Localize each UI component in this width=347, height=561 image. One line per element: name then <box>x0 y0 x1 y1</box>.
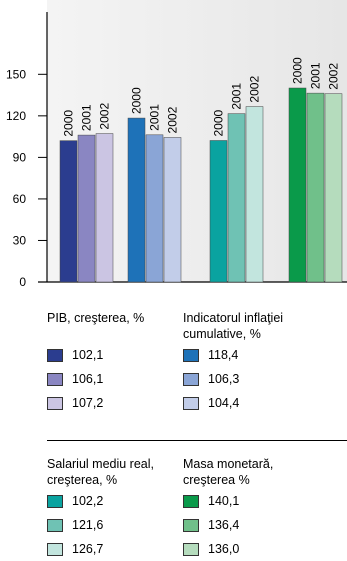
legend-swatch <box>183 519 199 532</box>
legend-item: 102,1 <box>47 346 182 368</box>
year-label: 2002 <box>166 106 180 133</box>
legend-item: 106,3 <box>183 370 318 392</box>
legend-value: 107,2 <box>72 396 104 410</box>
bar <box>59 140 78 283</box>
year-label: 2001 <box>148 104 162 131</box>
bar <box>145 134 164 283</box>
bar <box>209 140 228 283</box>
year-label: 2001 <box>80 104 94 131</box>
y-tick-label: 150 <box>6 67 26 81</box>
legend-value: 106,3 <box>208 372 240 386</box>
bar <box>127 117 146 283</box>
year-label: 2000 <box>62 110 76 137</box>
legend-group: Salariul mediu real, creşterea, % 102,2 12… <box>47 456 182 561</box>
year-label: 2000 <box>130 87 144 114</box>
bar <box>245 106 264 283</box>
bar <box>227 113 246 283</box>
legend-group: PIB, creşterea, % 102,1 106,1 107,2 <box>47 310 182 416</box>
chart: 0 30 60 90 120 150 2000 2001 2002 2000 2001 2002 200… <box>6 0 347 289</box>
bar <box>95 133 114 283</box>
legend-item: 140,1 <box>183 492 318 514</box>
legend-swatch <box>47 349 63 362</box>
legend-item: 118,4 <box>183 346 318 368</box>
bar <box>163 137 182 283</box>
legend-swatch <box>183 397 199 410</box>
legend-value: 106,1 <box>72 372 104 386</box>
year-label: 2000 <box>212 109 226 136</box>
legend-title: Indicatorul inflaţiei cumulative, % <box>183 311 284 341</box>
legend-item: 136,0 <box>183 540 318 561</box>
legend-value: 102,1 <box>72 348 104 362</box>
y-tick-label: 90 <box>13 150 27 164</box>
legend-value: 102,2 <box>72 494 104 508</box>
legend-swatch <box>47 397 63 410</box>
legend-item: 121,6 <box>47 516 182 538</box>
legend-title: Salariul mediu real, creşterea, % <box>47 457 154 487</box>
year-label: 2002 <box>248 76 262 103</box>
bar <box>306 92 325 283</box>
year-label: 2000 <box>291 57 305 84</box>
legend-item: 126,7 <box>47 540 182 561</box>
legend-value: 126,7 <box>72 542 104 556</box>
year-label: 2001 <box>230 83 244 110</box>
legend-item: 106,1 <box>47 370 182 392</box>
legend-value: 118,4 <box>208 348 239 362</box>
legend-group: Masa monetară, creşterea % 140,1 136,4 136,… <box>183 456 318 561</box>
legend-value: 121,6 <box>72 518 104 532</box>
legend-value: 104,4 <box>208 396 240 410</box>
year-label: 2002 <box>327 63 341 90</box>
legend-value: 140,1 <box>208 494 240 508</box>
legend-swatch <box>183 373 199 386</box>
legend-value: 136,4 <box>208 518 240 532</box>
legend-value: 136,0 <box>208 542 240 556</box>
legend-swatch <box>47 543 63 556</box>
y-tick-label: 30 <box>13 233 27 247</box>
legend-swatch <box>47 373 63 386</box>
legend-item: 102,2 <box>47 492 182 514</box>
legend-swatch <box>183 349 199 362</box>
y-tick-label: 0 <box>19 275 26 289</box>
y-tick-label: 120 <box>6 109 26 123</box>
legend-swatch <box>47 519 63 532</box>
legend-item: 107,2 <box>47 394 182 416</box>
legend-item: 104,4 <box>183 394 318 416</box>
bar <box>288 87 307 283</box>
legend-title: Masa monetară, creşterea % <box>183 457 274 487</box>
separator <box>47 440 347 441</box>
legend-swatch <box>47 495 63 508</box>
legend-swatch <box>183 495 199 508</box>
legend-group: Indicatorul inflaţiei cumulative, % 118,4… <box>183 310 318 416</box>
legend-swatch <box>183 543 199 556</box>
year-label: 2001 <box>309 62 323 89</box>
bar <box>324 93 343 283</box>
legend-item: 136,4 <box>183 516 318 538</box>
bar <box>77 134 96 283</box>
y-tick-label: 60 <box>13 192 27 206</box>
legend-title: PIB, creşterea, % <box>47 311 145 325</box>
year-label: 2002 <box>98 103 112 130</box>
